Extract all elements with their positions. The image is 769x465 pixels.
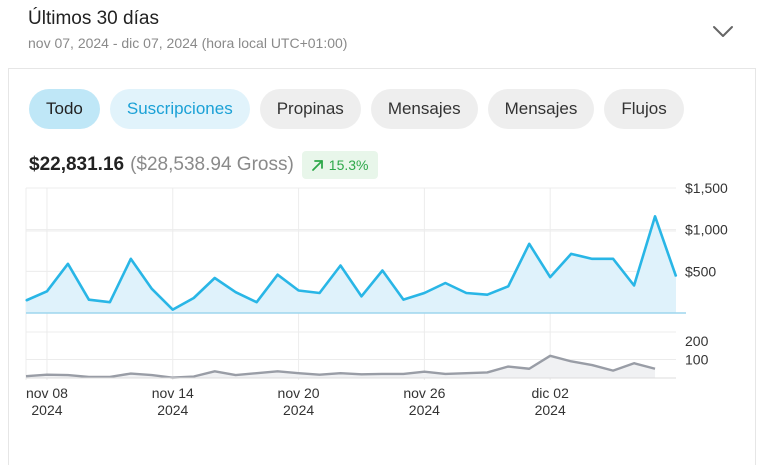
tab-tips[interactable]: Propinas — [259, 89, 361, 129]
change-badge: 15.3% — [301, 151, 378, 179]
x-tick-label: nov 08 — [26, 385, 68, 401]
y-tick-label: $500 — [685, 263, 716, 279]
y-tick-label: 200 — [685, 333, 709, 349]
area-fill-secondary — [26, 355, 656, 378]
data-point — [423, 292, 425, 294]
data-point — [633, 284, 635, 287]
x-tick-label: nov 20 — [278, 385, 320, 401]
x-tick-label: nov 26 — [403, 385, 445, 401]
data-point — [360, 295, 363, 297]
data-point — [612, 258, 614, 260]
date-range: nov 07, 2024 - dic 07, 2024 (hora local … — [28, 35, 348, 51]
data-point — [507, 285, 509, 287]
data-point — [256, 301, 258, 303]
data-point — [67, 263, 69, 265]
arrow-up-right-icon — [311, 160, 323, 171]
tab-messages[interactable]: Mensajes — [370, 89, 478, 129]
data-point — [214, 277, 216, 279]
x-tick-year: 2024 — [157, 402, 188, 418]
data-point — [88, 299, 90, 301]
tab-all[interactable]: Todo — [29, 89, 100, 129]
y-tick-label: $1,500 — [685, 180, 728, 196]
data-point — [339, 264, 342, 267]
data-point — [235, 291, 237, 293]
data-point — [570, 253, 572, 255]
x-tick-year: 2024 — [409, 402, 440, 418]
earnings-summary: $22,831.16 ($28,538.94 Gross) 15.3% — [29, 151, 378, 179]
data-point — [465, 292, 467, 294]
data-point — [109, 301, 111, 303]
data-point — [654, 215, 656, 217]
data-point — [193, 297, 195, 299]
data-point — [402, 299, 405, 301]
data-point — [528, 243, 530, 245]
series-line — [25, 215, 678, 311]
data-point — [277, 274, 279, 276]
tab-subscriptions[interactable]: Suscripciones — [109, 89, 250, 129]
tab-streams[interactable]: Flujos — [604, 89, 684, 129]
y-tick-label: 100 — [685, 352, 709, 368]
data-point — [549, 276, 551, 278]
data-point — [486, 294, 488, 296]
x-tick-label: dic 02 — [532, 385, 570, 401]
x-tick-label: nov 14 — [152, 385, 194, 401]
data-point — [25, 299, 27, 302]
y-tick-label: $1,000 — [685, 222, 728, 238]
series-line-secondary — [25, 354, 656, 379]
data-point — [130, 258, 132, 260]
area-fill — [26, 216, 676, 313]
x-tick-year: 2024 — [31, 402, 62, 418]
data-point — [381, 269, 384, 272]
data-point — [318, 292, 321, 294]
data-point — [151, 288, 153, 290]
gross-total: ($28,538.94 Gross) — [130, 154, 294, 175]
page-title: Últimos 30 días — [28, 8, 159, 29]
x-tick-year: 2024 — [283, 402, 314, 418]
header: Últimos 30 días nov 07, 2024 - dic 07, 2… — [0, 0, 769, 68]
net-total: $22,831.16 — [29, 154, 125, 175]
chevron-down-icon[interactable] — [706, 18, 740, 44]
data-point — [172, 309, 174, 311]
data-point — [591, 258, 593, 260]
tab-messages-2[interactable]: Mensajes — [487, 89, 595, 129]
filter-tabs: Todo Suscripciones Propinas Mensajes Men… — [29, 89, 684, 129]
change-percent: 15.3% — [328, 157, 369, 173]
x-tick-year: 2024 — [535, 402, 566, 418]
data-point — [675, 275, 677, 277]
data-point — [46, 290, 48, 292]
data-point — [444, 282, 446, 284]
data-point — [297, 289, 300, 292]
